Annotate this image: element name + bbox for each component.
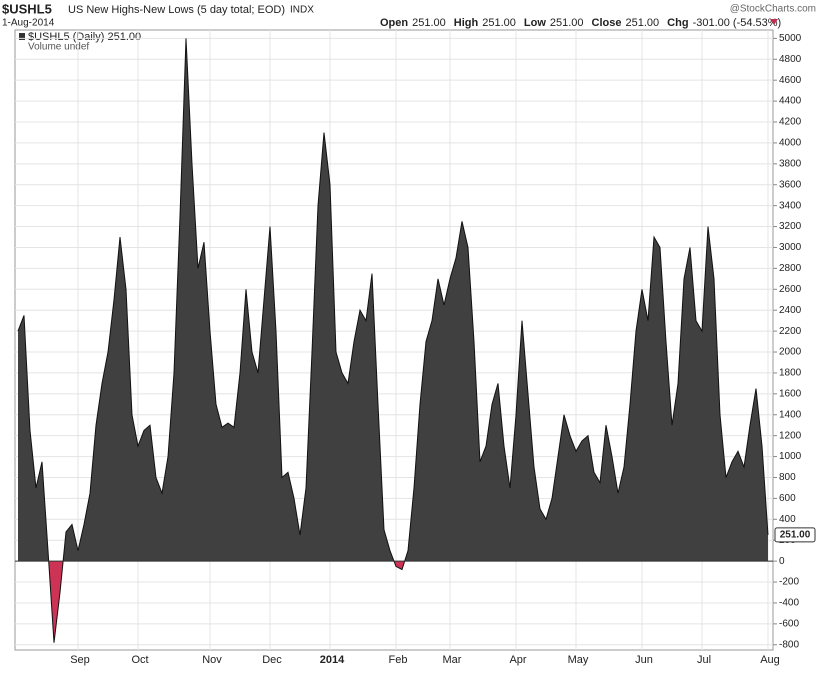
y-tick-label: 2800 [779,263,802,274]
ohlc-value: 251.00 [412,17,446,29]
y-tick-label: 3000 [779,242,802,253]
volume-note: Volume undef [28,42,89,53]
x-tick-label: Oct [131,654,148,666]
y-tick-label: 3800 [779,158,802,169]
x-tick-label: Aug [760,654,780,666]
x-tick-label: Sep [70,654,90,666]
area-positive [18,38,768,562]
y-tick-label: 800 [779,472,796,483]
y-tick-label: 0 [779,556,785,567]
y-tick-label: 600 [779,493,796,504]
x-tick-label: Dec [262,654,282,666]
y-tick-label: 1000 [779,451,802,462]
y-tick-label: -400 [779,598,799,609]
x-tick-label: Jul [697,654,711,666]
date: 1-Aug-2014 [2,18,55,29]
x-tick-label: Mar [443,654,462,666]
x-tick-label: Apr [509,654,526,666]
y-tick-label: 1600 [779,388,802,399]
legend-swatch [19,33,25,40]
y-tick-label: 2000 [779,347,802,358]
y-tick-label: 4000 [779,138,802,149]
x-tick-label: Jun [635,654,653,666]
ohlc-label: Low [524,17,546,29]
down-arrow [770,19,778,25]
ohlc-label: Chg [667,17,688,29]
x-tick-label: Feb [389,654,408,666]
y-tick-label: 4800 [779,54,802,65]
y-tick-label: 4600 [779,75,802,86]
line [17,38,769,643]
value-label: 251.00 [780,530,811,541]
y-tick-label: 400 [779,514,796,525]
ohlc-label: Open [380,17,408,29]
symbol: $USHL5 [2,1,52,16]
y-tick-label: 4400 [779,96,802,107]
y-tick-label: 2400 [779,305,802,316]
y-tick-label: 1400 [779,409,802,420]
y-tick-label: -200 [779,577,799,588]
y-tick-label: 4200 [779,117,802,128]
ohlc-label: Close [592,17,622,29]
ohlc-label: High [454,17,479,29]
y-tick-label: 3600 [779,179,802,190]
x-tick-label: May [568,654,589,666]
ohlc: Open 251.00 High 251.00 Low 251.00 Close 251.00… [380,17,781,29]
y-tick-label: 3200 [779,221,802,232]
exchange: INDX [290,5,314,16]
ohlc-value: 251.00 [550,17,584,29]
x-tick-label: Nov [202,654,222,666]
legend-entry: $USHL5 (Daily) 251.00 [28,31,141,43]
y-tick-label: 2200 [779,326,802,337]
y-tick-label: 1200 [779,430,802,441]
value-label-box [774,527,816,543]
y-tick-label: 2600 [779,284,802,295]
y-tick-label: 3400 [779,200,802,211]
ohlc-value: -301.00 (-54.53%) [693,17,782,29]
source: @StockCharts.com [730,4,816,15]
y-tick-label: -800 [779,639,799,650]
y-tick-label: 1800 [779,368,802,379]
y-tick-label: -600 [779,619,799,630]
ohlc-value: 251.00 [482,17,516,29]
x-tick-label: 2014 [320,654,345,666]
description: US New Highs-New Lows (5 day total; EOD) [68,4,285,16]
y-tick-label: 5000 [779,33,802,44]
ohlc-value: 251.00 [626,17,660,29]
